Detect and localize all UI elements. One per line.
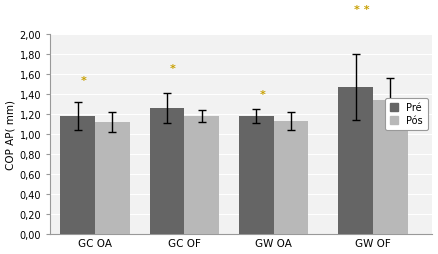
Bar	[274, 121, 308, 234]
Y-axis label: COP AP( mm): COP AP( mm)	[6, 100, 16, 169]
Text: *: *	[259, 90, 265, 100]
Bar	[373, 101, 408, 234]
Bar	[239, 117, 274, 234]
Bar	[60, 117, 95, 234]
Bar	[184, 117, 219, 234]
Bar	[95, 122, 130, 234]
Text: *: *	[81, 76, 87, 86]
Bar	[338, 88, 373, 234]
Text: * *: * *	[353, 5, 369, 15]
Legend: Pré, Pós: Pré, Pós	[385, 98, 427, 131]
Bar	[150, 108, 184, 234]
Text: *: *	[170, 64, 176, 74]
